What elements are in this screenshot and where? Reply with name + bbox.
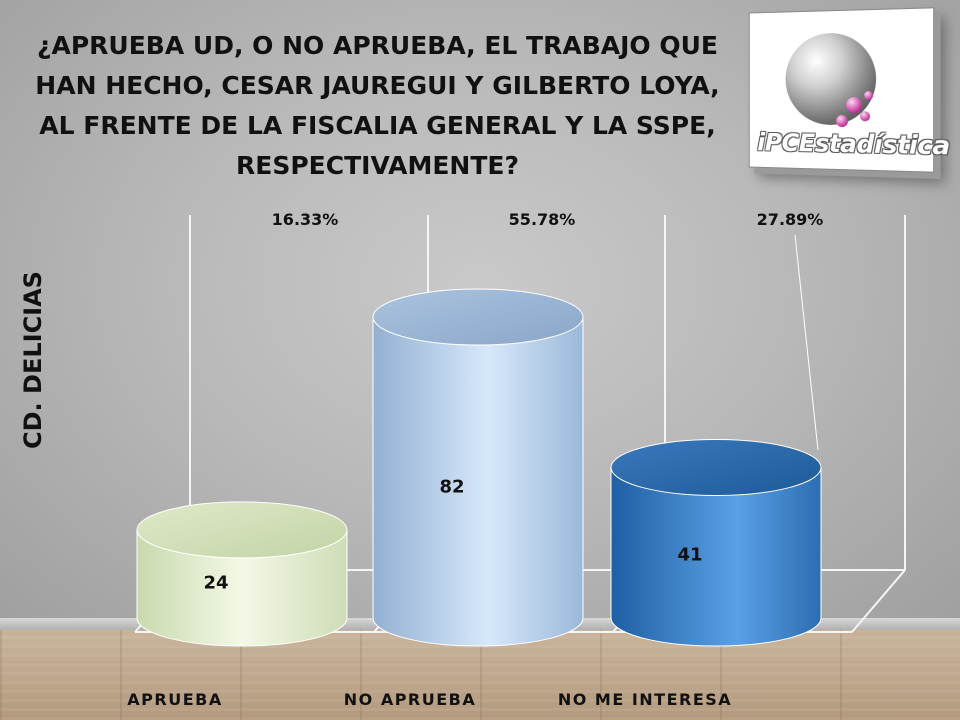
bars-group bbox=[137, 289, 821, 646]
bar-top bbox=[373, 289, 583, 345]
bar-no-aprueba bbox=[373, 317, 583, 646]
percent-label: 16.33% bbox=[272, 210, 339, 229]
value-label: 82 bbox=[439, 477, 464, 498]
category-label: APRUEBA bbox=[127, 690, 222, 709]
percent-label: 27.89% bbox=[757, 210, 824, 229]
category-label: NO ME INTERESA bbox=[558, 690, 732, 709]
value-label: 41 bbox=[677, 544, 702, 565]
value-label: 24 bbox=[203, 572, 228, 593]
leader-line bbox=[795, 235, 818, 450]
percent-label: 55.78% bbox=[509, 210, 576, 229]
category-label: NO APRUEBA bbox=[344, 690, 477, 709]
bar-top bbox=[137, 502, 347, 558]
bar-top bbox=[611, 440, 821, 496]
floor-depth-line bbox=[852, 570, 905, 632]
